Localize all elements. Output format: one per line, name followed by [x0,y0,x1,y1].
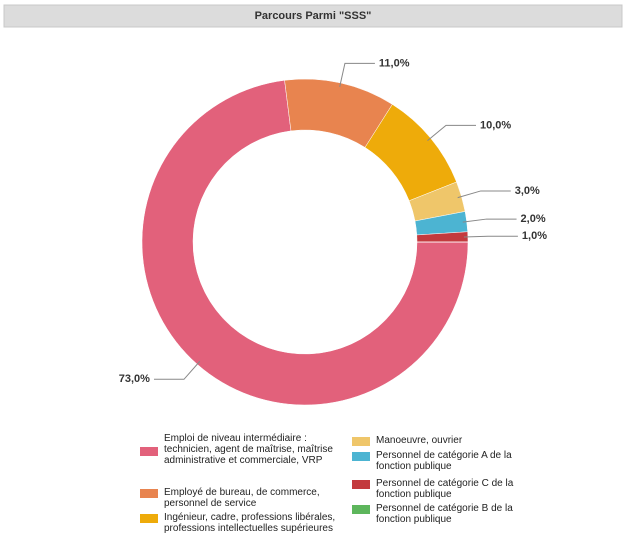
legend-swatch [352,480,370,489]
legend-item: Ingénieur, cadre, professions libérales,… [140,512,344,534]
value-label: 73,0% [119,373,150,385]
value-label: 2,0% [521,213,546,225]
leader-line [339,62,375,87]
legend-item: Personnel de catégorie B de la fonction … [352,503,526,525]
value-label: 1,0% [522,230,547,242]
leader-line [153,360,201,380]
legend-item: Employé de bureau, de commerce, personne… [140,487,344,509]
legend-item: Personnel de catégorie A de la fonction … [352,450,526,472]
leader-line [463,235,518,238]
legend-item: Manoeuvre, ouvrier [352,435,526,446]
title-bar [3,4,623,28]
legend-item: Emploi de niveau intermédiaire : technic… [140,433,344,466]
slice [141,80,469,406]
leader-line [457,190,511,199]
legend-swatch [140,514,158,523]
legend-label: Ingénieur, cadre, professions libérales,… [164,512,336,534]
legend-swatch [352,505,370,514]
legend-label: Personnel de catégorie A de la fonction … [376,450,512,472]
legend-label: Personnel de catégorie C de la fonction … [376,478,514,500]
legend-label: Personnel de catégorie B de la fonction … [376,503,513,525]
leader-line [462,218,517,223]
value-label: 11,0% [379,57,410,69]
legend-swatch [352,437,370,446]
legend-swatch [140,489,158,498]
value-label: 10,0% [480,119,511,131]
leader-line [427,124,477,142]
legend-label: Employé de bureau, de commerce, personne… [164,487,320,509]
legend-label: Manoeuvre, ouvrier [376,435,463,446]
legend-item: Personnel de catégorie C de la fonction … [352,478,526,500]
legend-swatch [352,452,370,461]
chart-title: Parcours Parmi "SSS" [255,10,372,22]
chart: Parcours Parmi "SSS" 73,0% 11,0% 10,0% 3,0%… [3,4,623,406]
value-label: 3,0% [515,185,540,197]
legend-label: Emploi de niveau intermédiaire : technic… [164,433,333,466]
legend-swatch [140,447,158,456]
